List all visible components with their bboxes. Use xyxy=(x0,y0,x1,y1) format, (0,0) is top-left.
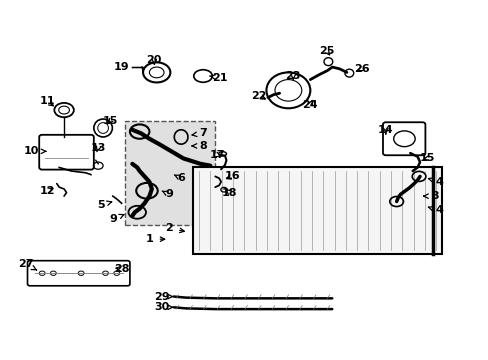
Text: 10: 10 xyxy=(23,146,46,156)
Text: 27: 27 xyxy=(18,259,37,270)
Text: 30: 30 xyxy=(154,302,172,312)
Text: 16: 16 xyxy=(224,171,240,181)
FancyBboxPatch shape xyxy=(39,135,94,170)
Text: 19: 19 xyxy=(114,62,129,72)
Bar xyxy=(193,167,441,253)
Text: 20: 20 xyxy=(146,55,162,65)
Text: 22: 22 xyxy=(251,91,266,101)
Text: 14: 14 xyxy=(377,125,393,135)
Text: 29: 29 xyxy=(154,292,172,302)
Text: 15: 15 xyxy=(102,116,118,126)
Text: 23: 23 xyxy=(285,71,300,81)
FancyBboxPatch shape xyxy=(382,122,425,155)
Text: 2: 2 xyxy=(165,224,184,233)
Text: 21: 21 xyxy=(209,73,227,83)
Text: 6: 6 xyxy=(174,173,184,183)
Bar xyxy=(125,121,215,225)
Text: 28: 28 xyxy=(114,264,129,274)
Text: 7: 7 xyxy=(191,129,206,138)
Text: 25: 25 xyxy=(318,46,333,56)
Text: 12: 12 xyxy=(39,186,55,196)
FancyBboxPatch shape xyxy=(27,261,130,286)
Text: 15: 15 xyxy=(419,153,434,163)
Text: 4: 4 xyxy=(427,206,443,216)
Text: 13: 13 xyxy=(90,143,106,153)
Text: 24: 24 xyxy=(302,100,318,110)
Text: 26: 26 xyxy=(353,64,368,74)
Text: 9: 9 xyxy=(109,215,123,224)
Text: 3: 3 xyxy=(423,191,438,201)
Text: 4: 4 xyxy=(427,177,443,187)
Text: 5: 5 xyxy=(97,200,111,210)
Text: 8: 8 xyxy=(191,141,206,151)
Text: 17: 17 xyxy=(209,150,225,160)
Text: 9: 9 xyxy=(162,189,172,199)
Text: 1: 1 xyxy=(145,234,164,244)
Text: 11: 11 xyxy=(39,96,55,106)
Text: 18: 18 xyxy=(222,188,237,198)
